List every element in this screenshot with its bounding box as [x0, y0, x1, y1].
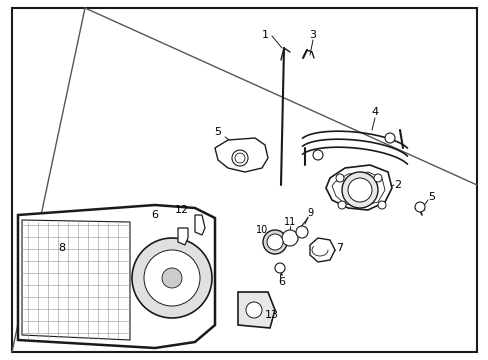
Text: 5: 5: [214, 127, 221, 137]
Circle shape: [143, 250, 200, 306]
Circle shape: [337, 201, 346, 209]
Polygon shape: [215, 138, 267, 172]
Circle shape: [245, 302, 262, 318]
Text: 12: 12: [175, 205, 189, 215]
Polygon shape: [178, 228, 187, 245]
Polygon shape: [325, 165, 391, 210]
Circle shape: [347, 178, 371, 202]
Circle shape: [263, 230, 286, 254]
Text: 7: 7: [336, 243, 343, 253]
Circle shape: [274, 263, 285, 273]
Polygon shape: [309, 238, 334, 262]
Circle shape: [162, 268, 182, 288]
Circle shape: [373, 174, 381, 182]
Text: 6: 6: [278, 277, 285, 287]
Text: 10: 10: [255, 225, 267, 235]
Text: 11: 11: [284, 217, 296, 227]
Text: 1: 1: [261, 30, 268, 40]
Circle shape: [231, 150, 247, 166]
Polygon shape: [22, 220, 130, 340]
Text: 8: 8: [59, 243, 65, 253]
Text: 3: 3: [309, 30, 316, 40]
Polygon shape: [195, 215, 204, 235]
Circle shape: [377, 201, 385, 209]
Text: 4: 4: [371, 107, 378, 117]
Polygon shape: [12, 8, 476, 352]
Circle shape: [335, 174, 343, 182]
Circle shape: [295, 226, 307, 238]
Circle shape: [414, 202, 424, 212]
Circle shape: [341, 172, 377, 208]
Circle shape: [312, 150, 323, 160]
Text: 2: 2: [394, 180, 401, 190]
Polygon shape: [238, 292, 274, 328]
Text: 6: 6: [151, 210, 158, 220]
Circle shape: [384, 133, 394, 143]
Text: 9: 9: [306, 208, 312, 218]
Text: 5: 5: [427, 192, 435, 202]
Circle shape: [132, 238, 212, 318]
Circle shape: [282, 230, 297, 246]
Circle shape: [235, 153, 244, 163]
Polygon shape: [18, 205, 215, 348]
Text: 13: 13: [264, 310, 279, 320]
Polygon shape: [331, 172, 384, 206]
Circle shape: [266, 234, 283, 250]
